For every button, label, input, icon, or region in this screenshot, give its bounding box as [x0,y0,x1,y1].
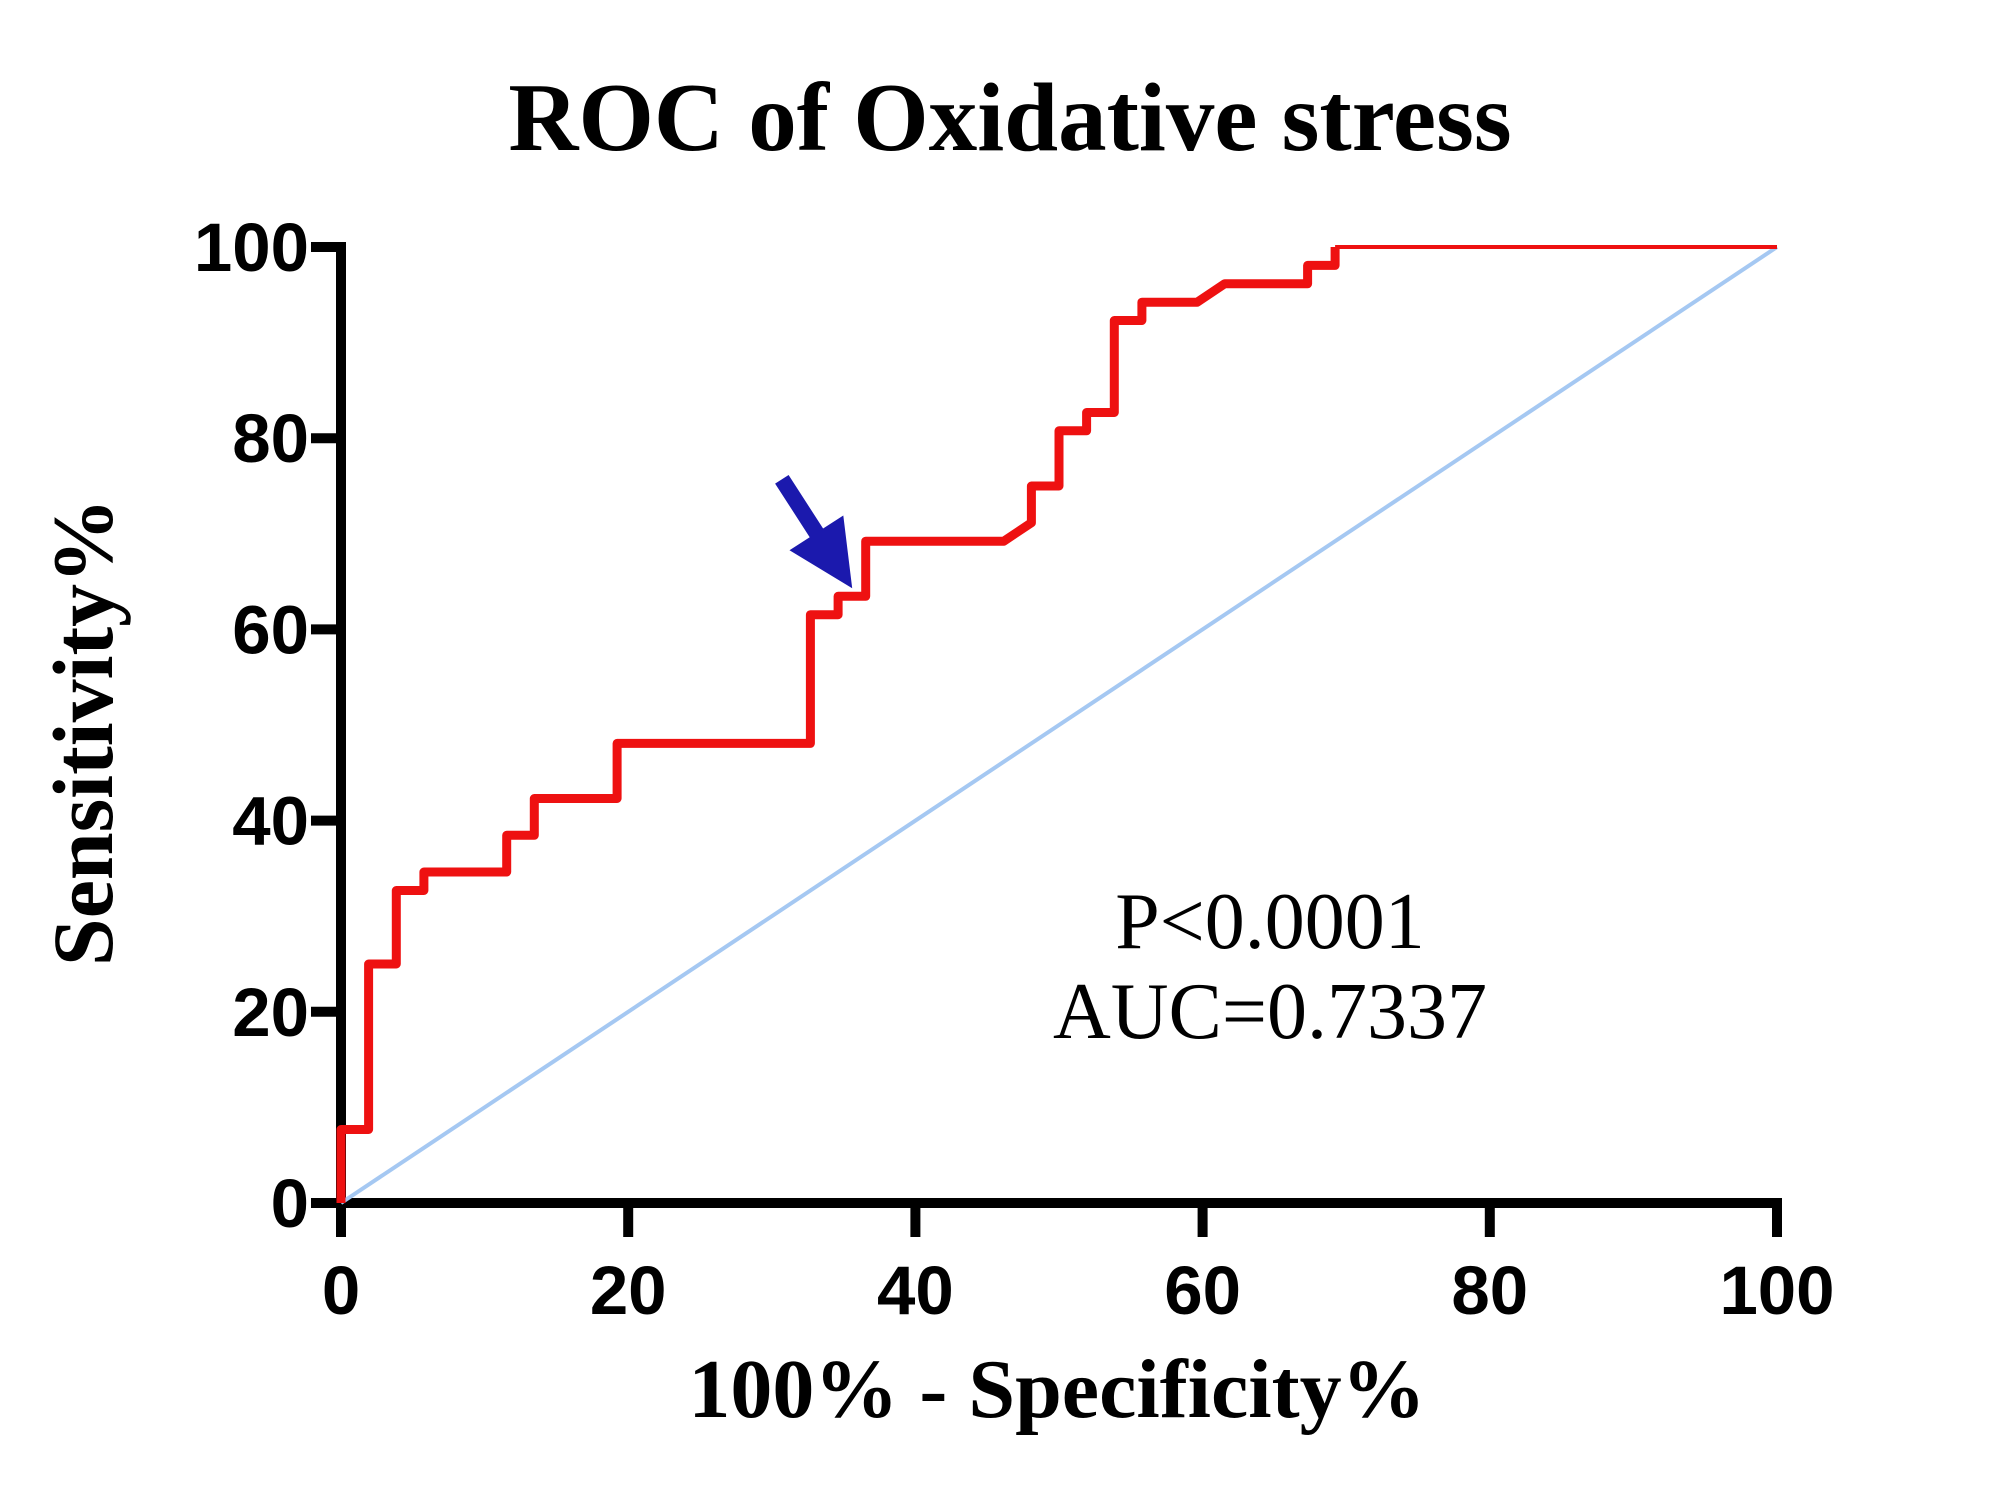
y-tick-label: 20 [232,974,309,1051]
x-tick-label: 60 [1164,1252,1241,1329]
axes: 0 20 40 60 80 100 0 20 40 60 80 100 [194,209,1835,1329]
arrow-icon [775,475,853,589]
annotation-auc: AUC=0.7337 [1053,968,1487,1056]
annotation-p-value: P<0.0001 [1115,878,1425,966]
x-tick-label: 100 [1719,1252,1834,1329]
y-tick-label: 40 [232,783,309,860]
x-axis-title: 100% - Specificity% [688,1343,1425,1436]
x-tick-label: 80 [1451,1252,1528,1329]
series-lines [336,245,1779,1205]
x-tick-label: 40 [877,1252,954,1329]
x-tick-label: 0 [322,1252,360,1329]
series-0-line [336,247,1340,1203]
y-tick-label: 100 [194,209,309,286]
y-tick-label: 60 [232,591,309,668]
y-tick-label: 80 [232,400,309,477]
threshold-arrow [775,475,853,589]
chart-title: ROC of Oxidative stress [508,64,1511,171]
y-axis-title: Sensitivity% [35,498,131,966]
series-2-line [339,245,1779,1205]
x-tick-label: 20 [590,1252,667,1329]
y-tick-label: 0 [271,1165,309,1242]
